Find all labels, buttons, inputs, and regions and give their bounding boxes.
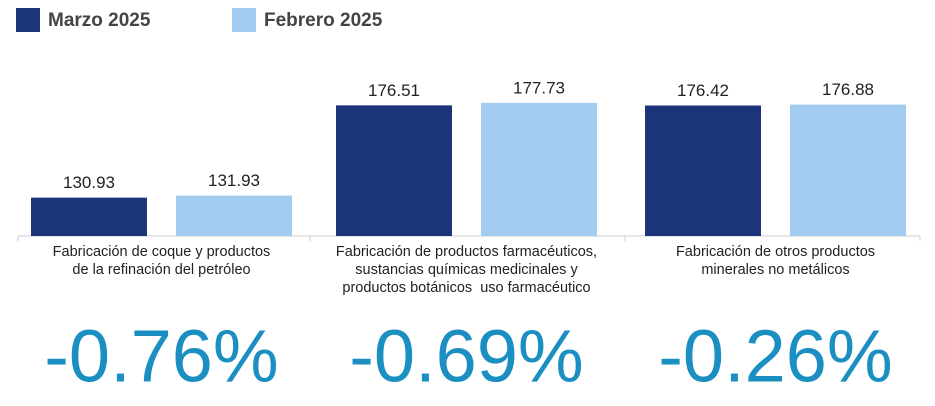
value-label: 177.73	[513, 78, 565, 97]
value-label: 130.93	[63, 173, 115, 192]
legend-swatch	[16, 8, 40, 32]
bar	[790, 104, 906, 236]
legend-label: Febrero 2025	[264, 10, 383, 31]
change-annotation: -0.26%	[658, 315, 892, 398]
value-label: 176.51	[368, 81, 420, 100]
bar	[176, 195, 292, 236]
bar	[336, 105, 452, 236]
bar	[481, 102, 597, 236]
legend-label: Marzo 2025	[48, 10, 151, 31]
bar	[645, 105, 761, 236]
value-label: 176.42	[677, 81, 729, 100]
value-label: 176.88	[822, 80, 874, 99]
change-annotation: -0.76%	[44, 315, 278, 398]
bar	[31, 197, 147, 236]
value-label: 131.93	[208, 171, 260, 190]
change-annotation: -0.69%	[349, 315, 583, 398]
legend-swatch	[232, 8, 256, 32]
category-label: Fabricación de productos farmacéuticos, …	[335, 244, 598, 296]
category-label: Fabricación de coque y productos de la r…	[52, 244, 271, 278]
category-label: Fabricación de otros productos minerales…	[675, 244, 876, 278]
